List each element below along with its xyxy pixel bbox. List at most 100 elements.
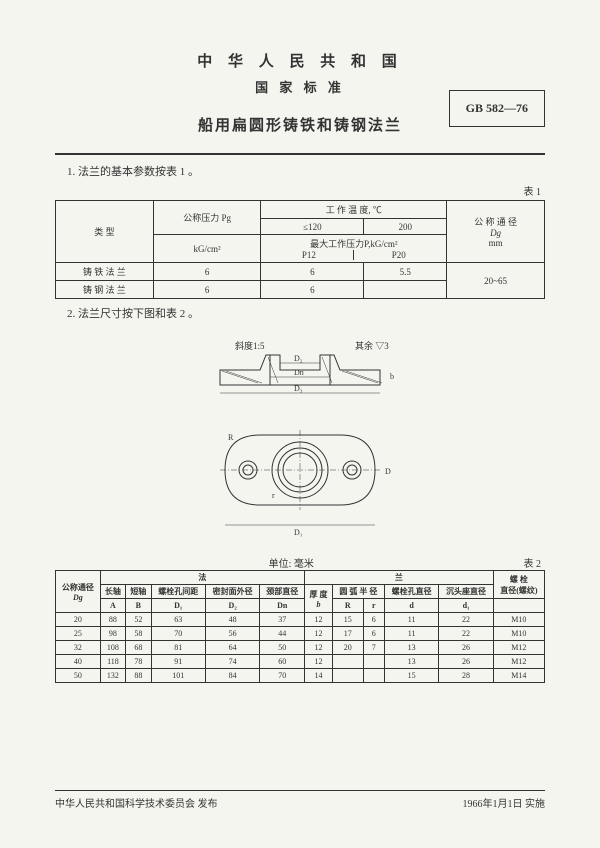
table-cell: 26 <box>439 655 493 669</box>
t1-pg-unit: kG/cm² <box>153 235 261 263</box>
table-cell: 63 <box>151 613 205 627</box>
svg-text:Dn: Dn <box>294 368 304 377</box>
t2-h-b: b <box>307 600 330 609</box>
table-1: 类 型 公称压力 Pg 工 作 温 度, ℃ 公 称 通 径 Dg mm ≤12… <box>55 200 545 299</box>
section-2-text: 2. 法兰尺寸按下图和表 2 。 <box>67 305 545 321</box>
t1-r1-pg: 6 <box>153 281 261 299</box>
t2-bolt-d: 直径(螺纹) <box>496 585 542 596</box>
svg-text:D₂: D₂ <box>294 354 303 363</box>
table-cell: 12 <box>305 627 333 641</box>
table-cell: 12 <box>305 641 333 655</box>
t2-s-D1: D₁ <box>151 599 205 613</box>
t1-r0-type: 铸 铁 法 兰 <box>56 263 154 281</box>
table-row: 259858705644121761122M10 <box>56 627 545 641</box>
table-cell: 70 <box>151 627 205 641</box>
table-cell: 13 <box>384 641 438 655</box>
table-cell: 56 <box>205 627 259 641</box>
t2-dg-label: 公称通径 <box>58 582 98 593</box>
t1-pg-head: 公称压力 Pg <box>153 201 261 235</box>
t1-temp-head: 工 作 温 度, ℃ <box>261 201 447 219</box>
table-cell: 6 <box>363 613 384 627</box>
svg-text:D₃: D₃ <box>294 384 303 393</box>
t2-h-thick: 厚 度 b <box>305 585 333 613</box>
t2-h-arc: 圆 弧 半 径 <box>332 585 384 599</box>
svg-text:R: R <box>228 433 234 442</box>
table-cell: 25 <box>56 627 101 641</box>
t1-r0-p12: 6 <box>261 263 364 281</box>
t2-grp-l: 兰 <box>305 571 494 585</box>
table-cell: 37 <box>260 613 305 627</box>
t2-s-bolt <box>493 599 544 613</box>
table-cell: 13 <box>384 655 438 669</box>
table-cell: 20 <box>56 613 101 627</box>
table-cell: M10 <box>493 627 544 641</box>
table-cell: 12 <box>305 655 333 669</box>
table-cell: 11 <box>384 627 438 641</box>
table-cell <box>363 669 384 683</box>
t1-r1-p20 <box>364 281 447 299</box>
table-cell: 84 <box>205 669 259 683</box>
table-cell: 40 <box>56 655 101 669</box>
t1-p20: P20 <box>354 250 443 260</box>
table-cell: 11 <box>384 613 438 627</box>
t2-h-ct: 沉头座直径 <box>439 585 493 599</box>
table-cell: 6 <box>363 627 384 641</box>
svg-text:b: b <box>390 372 394 381</box>
table-2: 公称通径 Dg 法 兰 螺 栓 直径(螺纹) 长轴 短轴 螺栓孔间距 密封面外径… <box>55 570 545 683</box>
t1-r1-p12: 6 <box>261 281 364 299</box>
table-cell: 70 <box>260 669 305 683</box>
table-cell: 101 <box>151 669 205 683</box>
table-cell: 118 <box>100 655 125 669</box>
table1-label: 表 1 <box>55 183 545 198</box>
table2-unit: 单位: 毫米 <box>269 555 314 570</box>
t2-s-r: r <box>363 599 384 613</box>
t1-maxp-label: 最大工作压力P,kG/cm² <box>264 237 443 250</box>
table-cell: 60 <box>260 655 305 669</box>
t2-h-Dn: 颈部直径 <box>260 585 305 599</box>
table-cell: 44 <box>260 627 305 641</box>
table-cell: 78 <box>126 655 151 669</box>
t2-s-Dn: Dn <box>260 599 305 613</box>
table-cell: 28 <box>439 669 493 683</box>
t2-h-bh: 螺栓孔直径 <box>384 585 438 599</box>
t2-h-D1: 螺栓孔间距 <box>151 585 205 599</box>
svg-text:其余 ▽3: 其余 ▽3 <box>355 340 389 351</box>
country-line: 中 华 人 民 共 和 国 <box>55 50 545 71</box>
table-cell: 50 <box>56 669 101 683</box>
table-cell: 15 <box>384 669 438 683</box>
flange-diagram: 斜度1:5 其余 ▽3 D₂ Dn D₃ b R <box>160 335 440 545</box>
table-cell: 15 <box>332 613 363 627</box>
t1-dn-range: 20~65 <box>447 263 545 299</box>
table-cell <box>332 669 363 683</box>
table2-label: 表 2 <box>524 555 542 570</box>
t1-maxp: 最大工作压力P,kG/cm² P12 P20 <box>261 235 447 263</box>
t1-t120: ≤120 <box>261 219 364 235</box>
table-cell: 14 <box>305 669 333 683</box>
table-cell: 32 <box>56 641 101 655</box>
t2-dg-sym: Dg <box>58 593 98 602</box>
t1-r0-pg: 6 <box>153 263 261 281</box>
table-cell: 81 <box>151 641 205 655</box>
t2-h-A: 长轴 <box>100 585 125 599</box>
t1-r0-p20: 5.5 <box>364 263 447 281</box>
table-cell: 17 <box>332 627 363 641</box>
t2-grp-f: 法 <box>100 571 304 585</box>
table-cell: 91 <box>151 655 205 669</box>
t1-dn-label: 公 称 通 径 <box>450 215 541 228</box>
svg-text:D₁: D₁ <box>294 528 303 537</box>
table-cell: 58 <box>126 627 151 641</box>
table-cell: 48 <box>205 613 259 627</box>
t1-dn-sym: Dg <box>450 228 541 238</box>
t2-s-D2: D₂ <box>205 599 259 613</box>
table-cell: 88 <box>126 669 151 683</box>
t2-dg-head: 公称通径 Dg <box>56 571 101 613</box>
table-cell: M14 <box>493 669 544 683</box>
footer-right: 1966年1月1日 实施 <box>463 795 546 810</box>
table-cell: 22 <box>439 627 493 641</box>
table-cell: M12 <box>493 641 544 655</box>
t1-dn-unit: mm <box>450 238 541 248</box>
t2-s-d1: d₁ <box>439 599 493 613</box>
t2-h-D2: 密封面外径 <box>205 585 259 599</box>
table-cell: M10 <box>493 613 544 627</box>
table-cell: 98 <box>100 627 125 641</box>
